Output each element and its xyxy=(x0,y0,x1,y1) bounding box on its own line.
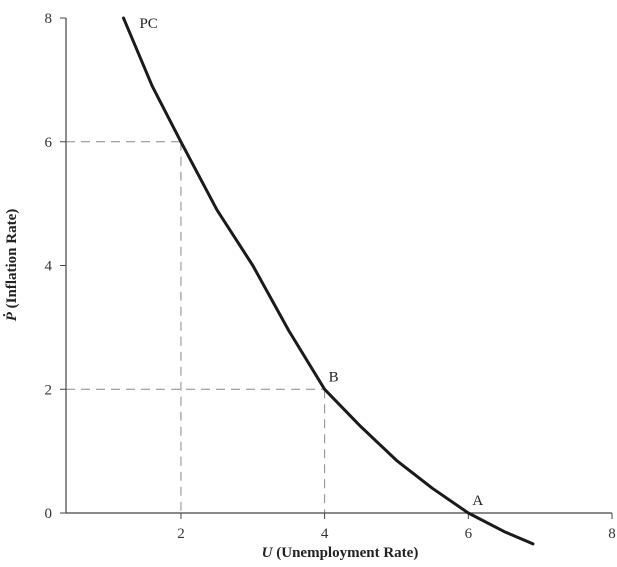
tick-labels: 2 4 6 8 0 2 4 6 8 xyxy=(45,11,616,542)
point-label-A: A xyxy=(472,493,483,509)
y-tick-label-0: 0 xyxy=(45,506,53,522)
y-tick-label-4: 4 xyxy=(45,259,53,275)
y-axis-variable: Ṗ xyxy=(3,311,20,321)
y-axis-label: Ṗ (Inflation Rate) xyxy=(3,209,20,322)
x-tick-label-6: 6 xyxy=(465,526,473,542)
x-axis-variable: U xyxy=(262,545,274,561)
curve-layer xyxy=(122,16,535,546)
y-tick-label-8: 8 xyxy=(45,11,53,27)
x-tick-label-8: 8 xyxy=(608,526,616,542)
x-tick-label-4: 4 xyxy=(321,526,329,542)
axes xyxy=(60,17,613,519)
x-tick-label-2: 2 xyxy=(177,526,185,542)
y-axis-title: (Inflation Rate) xyxy=(4,209,20,312)
series-label-PC: PC xyxy=(139,16,157,32)
point-label-B: B xyxy=(329,369,339,385)
y-tick-label-6: 6 xyxy=(45,135,53,151)
reference-lines xyxy=(66,141,326,513)
series-line-PC xyxy=(122,16,535,546)
y-tick-label-2: 2 xyxy=(45,382,53,398)
x-axis-label: U (Unemployment Rate) xyxy=(262,545,419,561)
x-axis-title: (Unemployment Rate) xyxy=(273,545,419,561)
point-labels: PC B A xyxy=(139,16,483,509)
